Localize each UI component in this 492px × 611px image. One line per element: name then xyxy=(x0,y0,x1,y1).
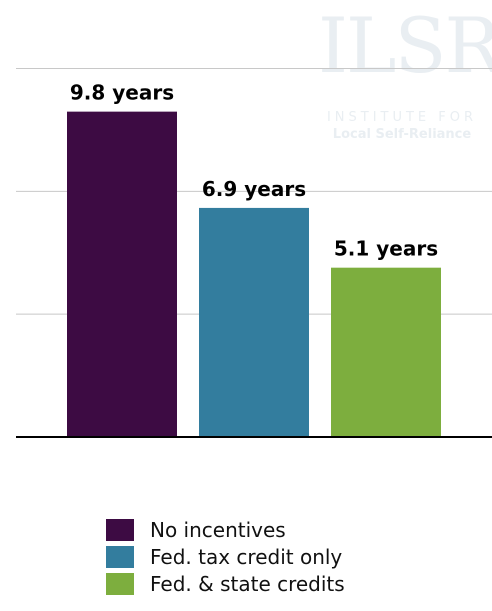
legend-label: No incentives xyxy=(150,517,286,542)
ilsr-logo: ILSR xyxy=(318,1,492,90)
bar-1 xyxy=(199,207,309,437)
bar-chart: 9.8 years 6.9 years 5.1 years xyxy=(16,67,492,438)
data-label-2: 5.1 years xyxy=(334,237,438,261)
legend-item-fed-state-credits: Fed. & state credits xyxy=(106,570,345,597)
bar-2 xyxy=(331,267,441,437)
legend-swatch xyxy=(106,518,134,541)
legend-swatch xyxy=(106,545,134,568)
legend-swatch xyxy=(106,572,134,595)
watermark-line-1: INSTITUTE FOR xyxy=(326,110,478,125)
data-label-1: 6.9 years xyxy=(202,177,306,201)
legend-label: Fed. & state credits xyxy=(150,571,345,596)
legend-label: Fed. tax credit only xyxy=(150,544,343,569)
watermark-line-2: Local Self-Reliance xyxy=(332,127,472,142)
legend-item-fed-tax-credit: Fed. tax credit only xyxy=(106,543,345,570)
data-label-0: 9.8 years xyxy=(70,81,174,105)
bar-0 xyxy=(67,111,177,437)
chart-legend: No incentives Fed. tax credit only Fed. … xyxy=(106,516,345,597)
legend-item-no-incentives: No incentives xyxy=(106,516,345,543)
ilsr-watermark: ILSR INSTITUTE FOR Local Self-Reliance xyxy=(318,1,492,143)
